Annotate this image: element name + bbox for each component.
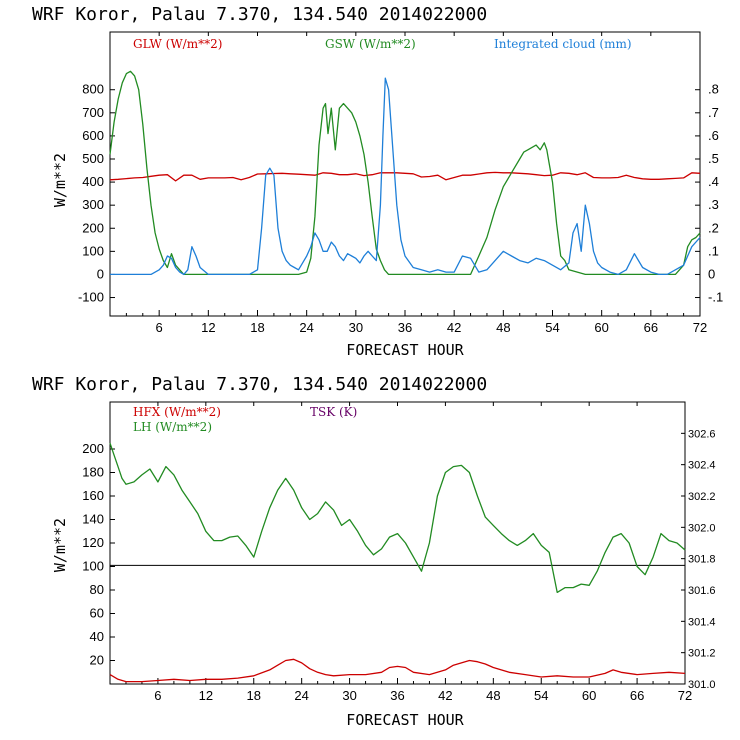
y2-tick-label: 301.0 bbox=[688, 679, 716, 691]
x-tick-label: 24 bbox=[294, 688, 308, 703]
y-tick-label: 600 bbox=[82, 128, 104, 143]
y-tick-label: 100 bbox=[82, 243, 104, 258]
chart-1: WRF Koror, Palau 7.370, 134.540 20140220… bbox=[32, 4, 723, 359]
x-tick-label: 60 bbox=[582, 688, 596, 703]
chart-2-right-ticks: 302.6 302.4 302.2 302.0 301.8 301.6 301.4 301.2… bbox=[681, 428, 716, 691]
y2-tick-label: .3 bbox=[708, 197, 719, 212]
series-line-3 bbox=[110, 77, 701, 276]
x-tick-label: 48 bbox=[496, 320, 510, 335]
y-tick-label: 800 bbox=[82, 82, 104, 97]
y-tick-label: 700 bbox=[82, 105, 104, 120]
x-tick-label: 72 bbox=[693, 320, 707, 335]
chart-2-series bbox=[109, 442, 686, 683]
x-tick-label: 36 bbox=[390, 688, 404, 703]
x-tick-label: 42 bbox=[447, 320, 461, 335]
series-line-1 bbox=[109, 171, 701, 182]
y2-tick-label: 302.6 bbox=[688, 428, 716, 440]
y-tick-label: 20 bbox=[90, 653, 104, 668]
y2-tick-label: .4 bbox=[708, 174, 719, 189]
y2-tick-label: 301.8 bbox=[688, 554, 716, 566]
x-tick-label: 66 bbox=[630, 688, 644, 703]
chart-1-legend-cloud: Integrated cloud (mm) bbox=[494, 37, 632, 51]
y2-tick-label: .2 bbox=[708, 220, 719, 235]
x-tick-label: 18 bbox=[247, 688, 261, 703]
x-tick-label: 72 bbox=[678, 688, 692, 703]
x-tick-label: 30 bbox=[349, 320, 363, 335]
y-tick-label: 160 bbox=[82, 488, 104, 503]
y2-tick-label: 302.4 bbox=[688, 460, 716, 472]
x-tick-label: 60 bbox=[594, 320, 608, 335]
y2-tick-label: 301.6 bbox=[688, 585, 716, 597]
chart-2-ylabel: W/m**2 bbox=[51, 518, 69, 572]
x-tick-label: 6 bbox=[156, 320, 163, 335]
series-line-2 bbox=[109, 70, 701, 276]
y-tick-label: 140 bbox=[82, 512, 104, 527]
chart-1-ylabel: W/m**2 bbox=[51, 153, 69, 207]
chart-1-right-ticks: .8 .7 .6 .5 .4 .3 .2 .1 0 -.1 bbox=[695, 82, 723, 305]
y-tick-label: 60 bbox=[90, 606, 104, 621]
chart-2-legend-lh: LH (W/m**2) bbox=[133, 420, 212, 434]
y-tick-label: 80 bbox=[90, 582, 104, 597]
y2-tick-label: 302.2 bbox=[688, 491, 716, 503]
x-tick-label: 54 bbox=[534, 688, 548, 703]
y2-tick-label: -.1 bbox=[708, 290, 723, 305]
y-tick-label: 40 bbox=[90, 629, 104, 644]
y-tick-label: 180 bbox=[82, 465, 104, 480]
chart-1-xlabel: FORECAST HOUR bbox=[346, 341, 464, 359]
y-tick-label: 500 bbox=[82, 151, 104, 166]
y2-tick-label: .6 bbox=[708, 128, 719, 143]
x-tick-label: 42 bbox=[438, 688, 452, 703]
y2-tick-label: .7 bbox=[708, 105, 719, 120]
chart-2-legend-hfx: HFX (W/m**2) bbox=[133, 405, 221, 419]
y-tick-label: 0 bbox=[97, 266, 104, 281]
x-tick-label: 18 bbox=[250, 320, 264, 335]
y-tick-label: 200 bbox=[82, 220, 104, 235]
chart-2-title: WRF Koror, Palau 7.370, 134.540 20140220… bbox=[32, 374, 487, 395]
y2-tick-label: 301.4 bbox=[688, 616, 716, 628]
y2-tick-label: .8 bbox=[708, 82, 719, 97]
y2-tick-label: .5 bbox=[708, 151, 719, 166]
y-tick-label: 120 bbox=[82, 535, 104, 550]
chart-1-left-ticks: -100 0 100 200 300 400 500 600 700 800 bbox=[78, 82, 115, 305]
y-tick-label: 300 bbox=[82, 197, 104, 212]
x-tick-label: 12 bbox=[201, 320, 215, 335]
y-tick-label: 100 bbox=[82, 559, 104, 574]
y-tick-label: -100 bbox=[78, 290, 104, 305]
y2-tick-label: 0 bbox=[708, 266, 715, 281]
chart-1-x-ticks: 6 12 18 24 30 36 42 48 54 60 66 72 bbox=[125, 32, 707, 335]
x-tick-label: 24 bbox=[299, 320, 313, 335]
chart-1-series bbox=[109, 70, 701, 276]
y2-tick-label: .1 bbox=[708, 243, 719, 258]
x-tick-label: 48 bbox=[486, 688, 500, 703]
chart-1-title: WRF Koror, Palau 7.370, 134.540 20140220… bbox=[32, 4, 487, 25]
series-line-1 bbox=[109, 658, 686, 683]
chart-1-legend-gsw: GSW (W/m**2) bbox=[325, 37, 416, 51]
series-line-2 bbox=[109, 442, 686, 594]
chart-2: WRF Koror, Palau 7.370, 134.540 20140220… bbox=[32, 374, 716, 729]
chart-2-legend-tsk: TSK (K) bbox=[310, 405, 357, 419]
x-tick-label: 6 bbox=[154, 688, 161, 703]
x-tick-label: 30 bbox=[342, 688, 356, 703]
y2-tick-label: 302.0 bbox=[688, 522, 716, 534]
chart-2-xlabel: FORECAST HOUR bbox=[346, 711, 464, 729]
chart-1-legend-glw: GLW (W/m**2) bbox=[133, 37, 222, 51]
x-tick-label: 36 bbox=[398, 320, 412, 335]
y2-tick-label: 301.2 bbox=[688, 648, 716, 660]
x-tick-label: 12 bbox=[199, 688, 213, 703]
y-tick-label: 200 bbox=[82, 441, 104, 456]
x-tick-label: 66 bbox=[644, 320, 658, 335]
y-tick-label: 400 bbox=[82, 174, 104, 189]
x-tick-label: 54 bbox=[545, 320, 559, 335]
